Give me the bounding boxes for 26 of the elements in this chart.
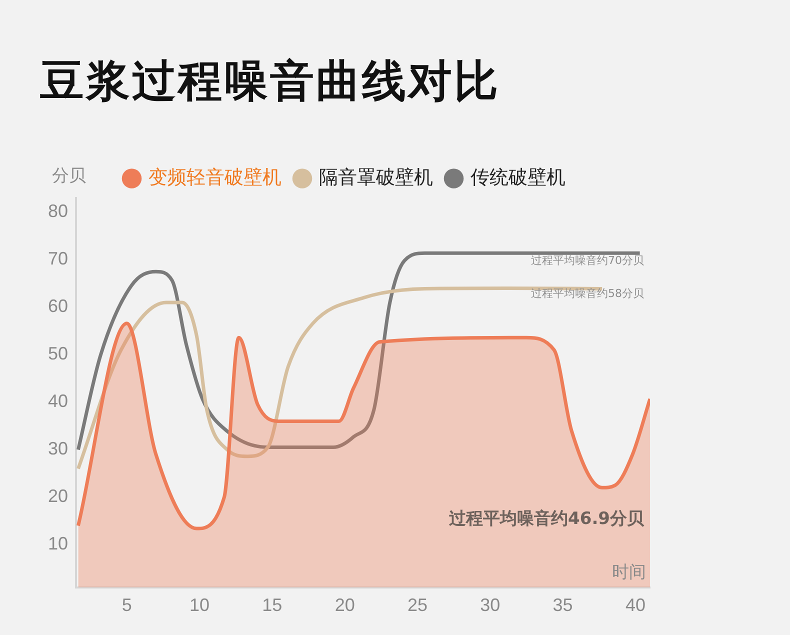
y-tick-label: 80 [48,201,68,222]
x-tick-label: 25 [407,595,428,616]
y-tick-label: 20 [48,486,68,506]
x-tick-label: 15 [262,595,282,616]
chart-title: 豆浆过程噪音曲线对比 [40,55,500,109]
legend-label: 传统破壁机 [470,166,566,188]
x-tick-label: 30 [480,595,500,616]
legend-label: 隔音罩破壁机 [318,166,433,188]
y-tick-label: 30 [48,438,68,459]
x-tick-label: 40 [625,595,646,616]
legend-label: 变频轻音破壁机 [148,166,282,188]
line-series [76,251,642,452]
y-tick-label: 40 [48,391,68,412]
x-tick-label: 5 [122,595,132,616]
annotation: 过程平均噪音约46.9分贝 [448,508,645,529]
x-tick-label: 35 [552,595,573,616]
x-tick-label: 10 [190,595,210,616]
x-tick-label: 20 [334,595,355,616]
annotation: 过程平均噪音约70分贝 [531,254,644,267]
y-tick-label: 60 [48,296,68,316]
annotation: 过程平均噪音约58分贝 [531,286,644,300]
y-tick-label: 50 [48,344,68,364]
y-tick-label: 70 [48,248,68,269]
y-axis-title: 分贝 [52,166,86,186]
y-tick-label: 10 [48,534,68,554]
x-axis-title: 时间 [612,562,646,582]
